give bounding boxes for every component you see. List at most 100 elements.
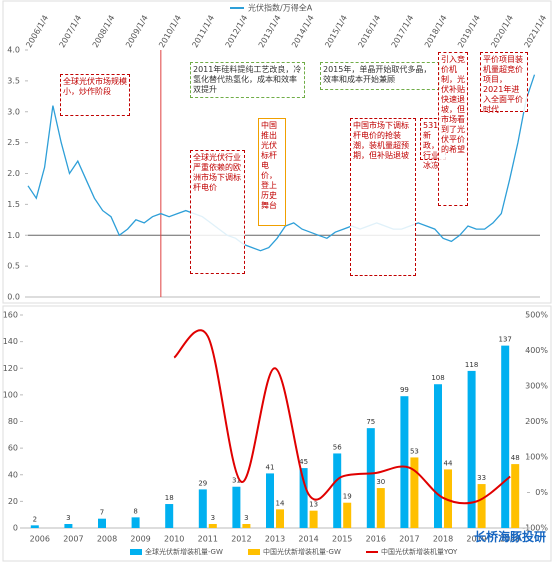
bar — [242, 524, 251, 528]
bar-label: 8 — [133, 507, 137, 515]
bar-label: 3 — [211, 514, 215, 522]
bar-label: 118 — [465, 361, 478, 369]
x-tick-label: 2012/1/4 — [224, 14, 250, 50]
y-tick-label: 80 — [8, 417, 18, 426]
bar-label: 137 — [499, 336, 512, 344]
bottom-frame — [2, 305, 552, 562]
bar-label: 99 — [400, 386, 409, 394]
bar — [444, 469, 452, 528]
legend-label: 中国光伏新增装机量-GW — [263, 547, 341, 556]
bar-label: 41 — [266, 463, 275, 471]
bar-label: 19 — [343, 493, 352, 501]
bar — [376, 488, 385, 528]
bar-label: 44 — [444, 459, 453, 467]
top-frame — [2, 0, 552, 304]
x-tick-label: 2006 — [30, 535, 50, 544]
bar-label: 14 — [276, 499, 285, 507]
x-tick-label: 2006/1/4 — [24, 14, 50, 50]
bar — [165, 504, 174, 528]
annotation: 引入竞价机制，光伏补贴快速退坡，但市场看到了光伏平价的希望 — [438, 52, 468, 206]
bar-label: 75 — [366, 418, 375, 426]
y-tick-label: 4.0 — [7, 46, 20, 55]
bar — [299, 468, 308, 528]
bar-label: 30 — [376, 478, 385, 486]
bar — [208, 524, 217, 528]
x-tick-label: 2019 — [466, 535, 486, 544]
x-tick-label: 2018/1/4 — [423, 14, 449, 50]
bar-label: 53 — [410, 447, 419, 455]
bar — [333, 453, 342, 528]
bar — [501, 345, 510, 528]
x-tick-label: 2010/1/4 — [157, 14, 183, 50]
bar-label: 3 — [66, 514, 70, 522]
x-tick-label: 2011/1/4 — [190, 14, 216, 50]
x-tick-label: 2015/1/4 — [323, 14, 349, 50]
bar — [434, 384, 442, 528]
bar — [477, 484, 486, 528]
bar — [98, 518, 106, 528]
y-tick-label: 0 — [13, 524, 18, 533]
x-tick-label: 2013/1/4 — [257, 14, 283, 50]
annotation: 中国推出光伏标杆电价，登上历史舞台 — [258, 118, 286, 226]
legend-label: 全球光伏新增装机量-GW — [145, 547, 223, 556]
bar — [30, 525, 39, 528]
bar-label: 2 — [33, 515, 37, 523]
bar — [343, 502, 352, 528]
x-tick-label: 2009/1/4 — [124, 14, 150, 50]
y2-tick-label: 200% — [525, 417, 548, 426]
y-tick-label: 40 — [8, 470, 18, 479]
x-tick-label: 2020 — [500, 535, 520, 544]
bar — [309, 510, 318, 528]
y2-tick-label: 500% — [525, 311, 548, 320]
bar-label: 29 — [198, 479, 207, 487]
bar — [467, 370, 476, 528]
bar-label: 45 — [299, 458, 308, 466]
bar-label: 48 — [511, 454, 520, 462]
legend-label: 中国光伏新增装机量YOY — [381, 547, 458, 556]
index-line — [27, 74, 536, 252]
bar — [276, 509, 284, 528]
x-tick-label: 2007 — [63, 535, 83, 544]
y-tick-label: 3.5 — [7, 76, 20, 85]
y-tick-label: 100 — [3, 390, 18, 399]
bar — [511, 464, 520, 528]
y-tick-label: 2.0 — [7, 169, 20, 178]
x-tick-label: 2009 — [130, 535, 150, 544]
bar — [366, 428, 375, 528]
bar — [410, 457, 419, 528]
bar — [400, 396, 409, 528]
x-tick-label: 2017 — [399, 535, 419, 544]
x-tick-label: 2016 — [366, 535, 386, 544]
bar-label: 18 — [165, 494, 174, 502]
legend-swatch — [248, 549, 260, 555]
bar — [232, 486, 241, 528]
x-tick-label: 2013 — [265, 535, 285, 544]
bar-label: 108 — [431, 374, 444, 382]
x-tick-label: 2021/1/4 — [523, 14, 549, 50]
yoy-line — [173, 329, 511, 505]
y-tick-label: 140 — [3, 337, 18, 346]
x-tick-label: 2010 — [164, 535, 184, 544]
y2-tick-label: 100% — [525, 453, 548, 462]
x-tick-label: 2008 — [97, 535, 117, 544]
y-tick-label: 160 — [3, 311, 18, 320]
bar — [198, 489, 207, 528]
annotation: 全球光伏市场规模小，炒作阶段 — [60, 74, 130, 116]
legend-swatch — [130, 549, 142, 555]
x-tick-label: 2017/1/4 — [390, 14, 416, 50]
legend-label: 光伏指数/万得全A — [248, 3, 313, 13]
y-tick-label: 0.0 — [7, 293, 20, 302]
y-tick-label: 2.5 — [7, 138, 20, 147]
x-tick-label: 2007/1/4 — [58, 14, 84, 50]
annotation: 2015年，单晶开始取代多晶，效率和成本开始兼顾 — [320, 62, 440, 90]
y2-tick-label: 400% — [525, 346, 548, 355]
bar — [64, 524, 73, 528]
annotation: 全球光伏行业严重依赖的欧洲市场下调标杆电价 — [190, 150, 245, 274]
x-tick-label: 2018 — [433, 535, 453, 544]
y-tick-label: 60 — [8, 444, 18, 453]
x-tick-label: 2016/1/4 — [356, 14, 382, 50]
x-tick-label: 2020/1/4 — [489, 14, 515, 50]
annotation: 中国市场下调标杆电价的抢装潮，装机量超预期，但补贴退坡 — [350, 118, 416, 276]
